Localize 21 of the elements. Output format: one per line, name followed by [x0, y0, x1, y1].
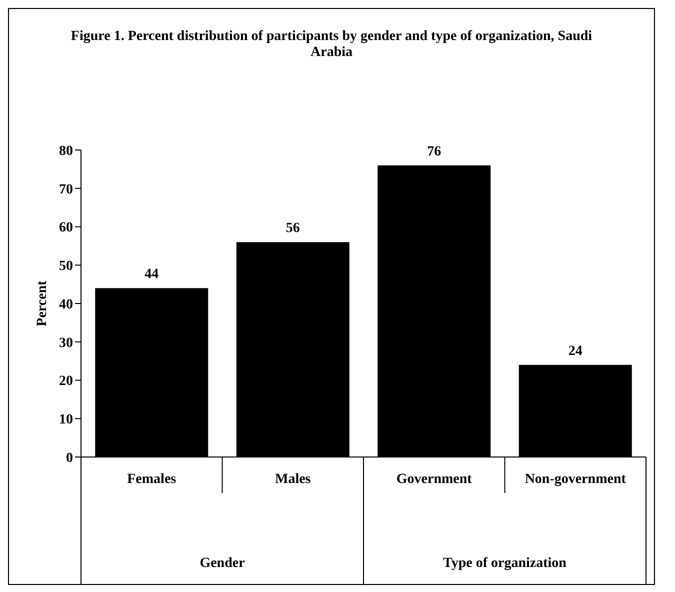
data-label: 24 [568, 344, 582, 359]
y-tick-label: 60 [59, 220, 73, 236]
y-tick-label: 30 [59, 336, 73, 351]
text: Type of organization [442, 556, 568, 572]
data-label: 56 [286, 221, 300, 236]
chart-title: Figure 1. Percent distribution of participants by gender and type of organization, Saudi Arabia [70, 29, 594, 61]
y-tick-label: 0 [66, 450, 73, 466]
y-tick-label: 20 [59, 374, 73, 390]
x-tick-label: Government [396, 472, 472, 487]
x-tick-label: Females [127, 472, 177, 487]
data-label: 76 [427, 144, 442, 160]
y-tick-label: 10 [59, 412, 73, 428]
x-tick-label: Non-government [524, 472, 626, 487]
data-label: 44 [144, 267, 159, 282]
text: Gender [198, 556, 246, 572]
x-tick-label: Males [274, 472, 312, 487]
y-axis-title: Percent [34, 280, 50, 326]
y-tick-label: 40 [59, 297, 73, 312]
y-tick-label: 70 [59, 182, 73, 198]
y-tick-label: 80 [59, 144, 73, 159]
y-tick-label: 50 [59, 259, 73, 274]
